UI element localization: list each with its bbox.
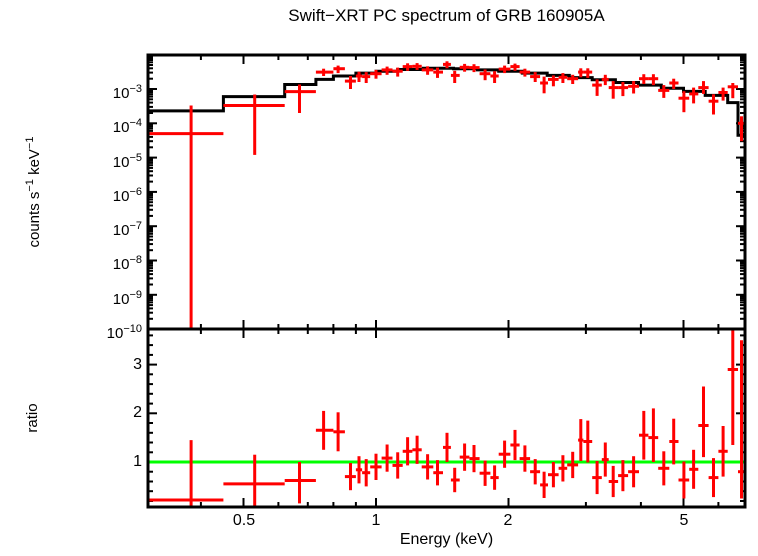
ytick-1e-3: 10−3 [112, 83, 142, 102]
xtick-2: 2 [503, 512, 513, 529]
plot-title: Swift−XRT PC spectrum of GRB 160905A [288, 6, 605, 25]
ytick-1e-8: 10−8 [112, 254, 142, 273]
ratio-tick-2: 2 [133, 404, 142, 421]
xtick-1: 1 [371, 512, 381, 529]
ratio-tick-3: 3 [133, 356, 142, 373]
top-y-axis-label: counts s−1 keV−1 [24, 136, 43, 248]
ytick-1e-7: 10−7 [112, 220, 142, 239]
xtick-5: 5 [679, 512, 689, 529]
spectrum-data-points [148, 61, 745, 329]
ytick-1e-4: 10−4 [112, 117, 142, 136]
ratio-tick-1: 1 [133, 453, 142, 470]
ratio-data-points [148, 330, 745, 507]
ytick-1e-6: 10−6 [112, 186, 142, 205]
ytick-1e-9: 10−9 [112, 289, 142, 308]
ytick-1e-10: 10−10 [106, 323, 142, 342]
ytick-1e-5: 10−5 [112, 152, 142, 171]
bottom-y-axis-label: ratio [24, 403, 41, 433]
plot-frame [146, 53, 747, 509]
xtick-0.5: 0.5 [232, 512, 256, 529]
spectrum-model-line [148, 66, 745, 137]
x-axis-label: Energy (keV) [399, 531, 494, 548]
